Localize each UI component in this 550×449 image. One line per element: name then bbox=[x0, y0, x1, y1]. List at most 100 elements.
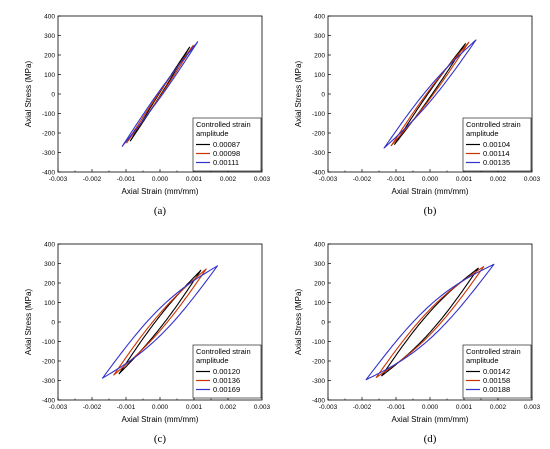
x-axis-title: Axial Strain (mm/mm) bbox=[122, 187, 199, 196]
legend-entry: 0.00114 bbox=[483, 149, 510, 158]
x-tick-label: -0.002 bbox=[83, 404, 102, 411]
chart-panel: -0.003 -0.002 -0.001 0.000 0.001 0.002 0.003 40… bbox=[294, 13, 541, 217]
legend-entry: 0.00136 bbox=[213, 376, 240, 385]
y-tick-label: 0 bbox=[51, 319, 55, 326]
y-tick-label: -400 bbox=[42, 169, 55, 176]
y-tick-label: 400 bbox=[314, 13, 325, 20]
hysteresis-loop-0.00135 bbox=[383, 39, 477, 149]
y-tick-label: 100 bbox=[314, 72, 325, 79]
panel-label: (c) bbox=[154, 433, 167, 445]
hysteresis-loop-0.00120 bbox=[118, 269, 202, 375]
x-tick-label: 0.000 bbox=[422, 176, 439, 183]
legend-entry: 0.00158 bbox=[483, 376, 510, 385]
legend-entry: 0.00111 bbox=[213, 158, 239, 167]
y-tick-label: 300 bbox=[314, 33, 325, 40]
y-tick-label: -300 bbox=[42, 378, 55, 385]
legend-title: amplitude bbox=[466, 356, 499, 365]
y-tick-label: 0 bbox=[321, 91, 325, 98]
x-tick-label: 0.001 bbox=[456, 404, 473, 411]
y-tick-label: -300 bbox=[42, 150, 55, 157]
y-tick-label: -100 bbox=[312, 339, 325, 346]
y-tick-label: 200 bbox=[44, 280, 55, 287]
y-axis-title: Axial Stress (MPa) bbox=[24, 61, 33, 128]
y-tick-label: 0 bbox=[51, 91, 55, 98]
y-tick-label: 300 bbox=[44, 33, 55, 40]
x-tick-label: 0.002 bbox=[490, 404, 507, 411]
y-tick-label: -200 bbox=[312, 358, 325, 365]
x-axis-title: Axial Strain (mm/mm) bbox=[392, 415, 469, 424]
legend-title: Controlled strain bbox=[196, 120, 251, 129]
x-tick-label: 0.003 bbox=[254, 176, 271, 183]
hysteresis-loop-0.00169 bbox=[101, 265, 219, 379]
y-tick-label: -400 bbox=[42, 397, 55, 404]
y-tick-label: -400 bbox=[312, 397, 325, 404]
y-tick-label: -200 bbox=[42, 358, 55, 365]
x-tick-label: -0.001 bbox=[387, 176, 406, 183]
y-tick-label: 300 bbox=[44, 261, 55, 268]
x-tick-label: 0.001 bbox=[186, 404, 203, 411]
y-tick-label: -300 bbox=[312, 378, 325, 385]
chart-panel: -0.003 -0.002 -0.001 0.000 0.001 0.002 0.003 40… bbox=[24, 13, 271, 217]
x-tick-label: -0.001 bbox=[387, 404, 406, 411]
hysteresis-loop-0.00142 bbox=[381, 267, 479, 377]
x-tick-label: 0.001 bbox=[456, 176, 473, 183]
y-tick-label: 200 bbox=[44, 52, 55, 59]
y-tick-label: 200 bbox=[314, 52, 325, 59]
x-tick-label: -0.001 bbox=[117, 176, 136, 183]
chart-panel: -0.003 -0.002 -0.001 0.000 0.001 0.002 0.003 40… bbox=[294, 241, 541, 445]
legend-entry: 0.00098 bbox=[213, 149, 240, 158]
legend-entry: 0.00142 bbox=[483, 367, 510, 376]
x-tick-label: -0.002 bbox=[353, 176, 372, 183]
y-tick-label: -200 bbox=[312, 130, 325, 137]
x-tick-label: -0.002 bbox=[353, 404, 372, 411]
chart-panel: -0.003 -0.002 -0.001 0.000 0.001 0.002 0.003 40… bbox=[24, 241, 271, 445]
y-axis-title: Axial Stress (MPa) bbox=[294, 289, 303, 356]
x-tick-label: -0.002 bbox=[83, 176, 102, 183]
y-tick-label: 0 bbox=[321, 319, 325, 326]
x-tick-label: -0.001 bbox=[117, 404, 136, 411]
hysteresis-loop-0.00188 bbox=[365, 263, 495, 381]
x-tick-label: 0.002 bbox=[220, 404, 237, 411]
legend-entry: 0.00087 bbox=[213, 140, 240, 149]
y-tick-label: -400 bbox=[312, 169, 325, 176]
y-tick-label: 200 bbox=[314, 280, 325, 287]
legend-entry: 0.00169 bbox=[213, 385, 240, 394]
hysteresis-loop-0.00111 bbox=[121, 41, 199, 147]
legend-entry: 0.00104 bbox=[483, 140, 510, 149]
legend-title: amplitude bbox=[466, 129, 499, 138]
y-tick-label: 300 bbox=[314, 261, 325, 268]
x-tick-label: 0.000 bbox=[422, 404, 439, 411]
x-tick-label: -0.003 bbox=[49, 404, 68, 411]
y-tick-label: -100 bbox=[42, 339, 55, 346]
legend-title: amplitude bbox=[196, 356, 229, 365]
x-tick-label: -0.003 bbox=[49, 176, 68, 183]
x-tick-label: 0.000 bbox=[152, 176, 169, 183]
panel-label: (a) bbox=[154, 205, 167, 217]
hysteresis-loop-0.00087 bbox=[129, 46, 191, 142]
y-tick-label: 100 bbox=[44, 300, 55, 307]
x-axis-title: Axial Strain (mm/mm) bbox=[122, 415, 199, 424]
legend-entry: 0.00188 bbox=[483, 385, 510, 394]
x-tick-label: -0.003 bbox=[319, 404, 338, 411]
y-tick-label: -100 bbox=[42, 111, 55, 118]
legend-title: Controlled strain bbox=[466, 120, 521, 129]
y-tick-label: 100 bbox=[44, 72, 55, 79]
x-tick-label: 0.000 bbox=[152, 404, 169, 411]
x-tick-label: 0.001 bbox=[186, 176, 203, 183]
legend-title: amplitude bbox=[196, 129, 229, 138]
y-tick-label: -200 bbox=[42, 130, 55, 137]
x-tick-label: 0.003 bbox=[254, 404, 271, 411]
hysteresis-loop-0.00136 bbox=[113, 268, 207, 376]
y-tick-label: -300 bbox=[312, 150, 325, 157]
legend-entry: 0.00120 bbox=[213, 367, 240, 376]
y-tick-label: 400 bbox=[314, 241, 325, 248]
panel-label: (b) bbox=[424, 205, 437, 217]
legend-title: Controlled strain bbox=[196, 347, 251, 356]
hysteresis-loop-0.00158 bbox=[375, 266, 485, 378]
panel-label: (d) bbox=[424, 433, 437, 445]
y-tick-label: 400 bbox=[44, 241, 55, 248]
